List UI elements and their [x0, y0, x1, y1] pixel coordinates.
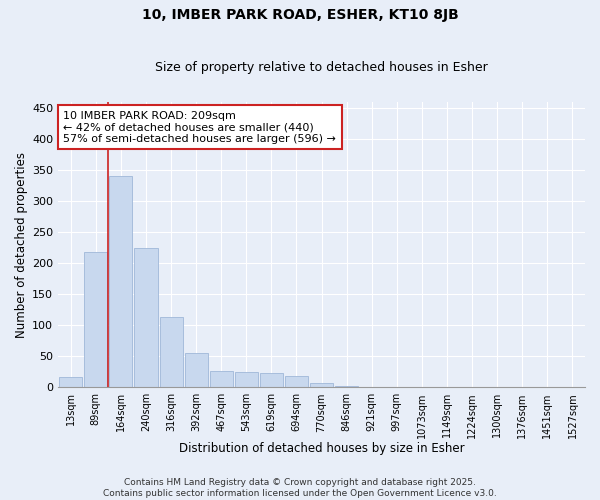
- Bar: [285, 376, 308, 388]
- Y-axis label: Number of detached properties: Number of detached properties: [15, 152, 28, 338]
- Text: Contains HM Land Registry data © Crown copyright and database right 2025.
Contai: Contains HM Land Registry data © Crown c…: [103, 478, 497, 498]
- Text: 10 IMBER PARK ROAD: 209sqm
← 42% of detached houses are smaller (440)
57% of sem: 10 IMBER PARK ROAD: 209sqm ← 42% of deta…: [64, 110, 336, 144]
- Bar: [59, 378, 82, 388]
- Bar: [109, 176, 133, 388]
- X-axis label: Distribution of detached houses by size in Esher: Distribution of detached houses by size …: [179, 442, 464, 455]
- Title: Size of property relative to detached houses in Esher: Size of property relative to detached ho…: [155, 62, 488, 74]
- Bar: [84, 252, 107, 388]
- Text: 10, IMBER PARK ROAD, ESHER, KT10 8JB: 10, IMBER PARK ROAD, ESHER, KT10 8JB: [142, 8, 458, 22]
- Bar: [310, 383, 333, 388]
- Bar: [260, 373, 283, 388]
- Bar: [134, 248, 158, 388]
- Bar: [335, 386, 358, 388]
- Bar: [209, 371, 233, 388]
- Bar: [160, 318, 182, 388]
- Bar: [235, 372, 258, 388]
- Bar: [185, 353, 208, 388]
